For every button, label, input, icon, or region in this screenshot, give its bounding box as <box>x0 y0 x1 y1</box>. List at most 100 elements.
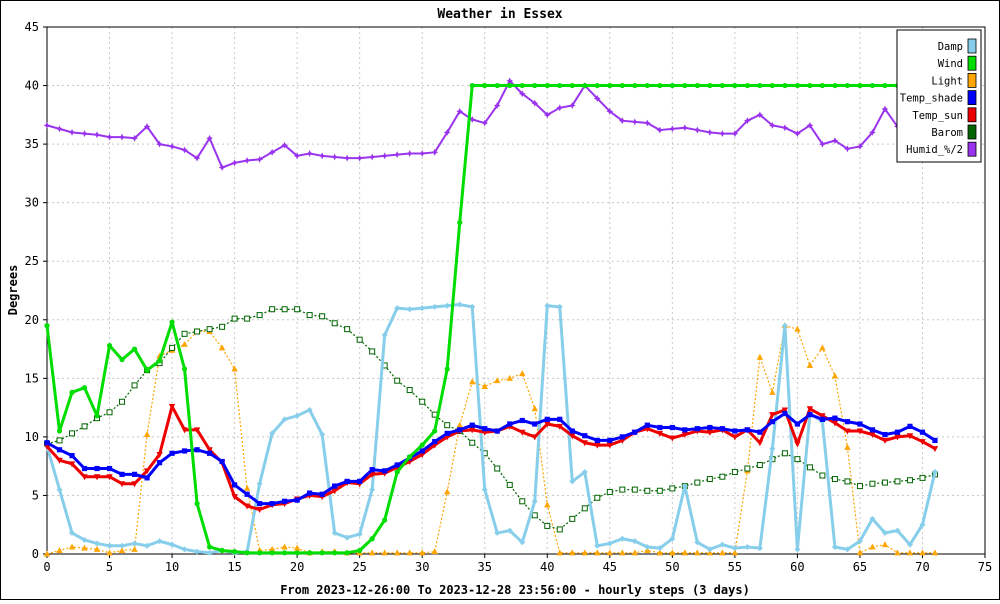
data-point-barom <box>444 422 451 429</box>
data-point-humid-2 <box>118 133 126 141</box>
data-point-light <box>81 544 88 551</box>
data-point-humid-2 <box>43 121 51 129</box>
data-point-temp-sun <box>519 429 526 436</box>
data-point-humid-2 <box>218 164 226 171</box>
data-point-humid-2 <box>518 90 526 98</box>
data-point-wind <box>444 366 450 372</box>
data-point-humid-2 <box>468 116 476 123</box>
data-point-humid-2 <box>618 117 626 125</box>
data-point-damp <box>281 416 288 423</box>
data-point-temp-shade <box>257 501 263 507</box>
data-point-humid-2 <box>606 107 614 115</box>
x-tick-label: 70 <box>915 560 929 574</box>
data-point-humid-2 <box>68 129 76 136</box>
data-point-barom <box>206 326 213 333</box>
data-point-light <box>431 548 438 555</box>
data-point-light <box>644 546 651 553</box>
data-point-temp-sun <box>781 407 789 414</box>
x-tick-label: 40 <box>540 560 554 574</box>
data-point-humid-2 <box>568 102 576 109</box>
data-point-humid-2 <box>869 129 876 136</box>
data-point-humid-2 <box>393 151 401 159</box>
data-point-humid-2 <box>643 119 651 127</box>
data-point-barom <box>394 377 401 384</box>
data-point-humid-2 <box>881 105 889 113</box>
data-point-damp <box>169 541 176 548</box>
data-point-damp <box>781 322 788 329</box>
data-point-temp-shade <box>644 422 650 428</box>
data-point-light <box>719 549 726 556</box>
data-point-light <box>619 549 626 556</box>
series-humid-2 <box>43 77 939 171</box>
data-point-temp-shade <box>332 483 338 489</box>
data-point-wind <box>519 82 525 89</box>
data-point-light <box>606 549 613 556</box>
data-point-wind <box>44 323 50 329</box>
data-point-temp-sun <box>731 434 739 441</box>
legend-box <box>896 29 982 163</box>
series-line-barom <box>46 308 936 531</box>
chart-title: Weather in Essex <box>437 7 562 22</box>
data-point-temp-shade <box>144 475 150 481</box>
data-point-barom <box>906 477 913 484</box>
data-point-barom <box>919 474 926 481</box>
legend-label-wind: Wind <box>938 58 963 70</box>
data-point-damp <box>394 305 401 312</box>
data-point-damp <box>144 542 151 549</box>
data-point-damp <box>919 521 926 528</box>
data-point-damp <box>444 302 451 309</box>
data-point-temp-sun <box>794 441 801 448</box>
data-point-barom <box>469 439 476 446</box>
data-point-temp-shade <box>394 462 400 468</box>
data-point-damp <box>681 483 688 490</box>
data-point-barom <box>856 483 863 490</box>
data-point-humid-2 <box>481 119 489 127</box>
legend-swatch-temp-sun <box>967 107 977 123</box>
x-tick-label: 10 <box>165 560 179 574</box>
data-point-wind <box>194 501 200 507</box>
data-point-damp <box>506 527 513 534</box>
data-point-temp-shade <box>344 478 350 484</box>
data-point-light <box>56 546 63 553</box>
data-point-damp <box>794 546 801 553</box>
data-point-humid-2 <box>456 107 464 115</box>
data-point-wind <box>469 82 475 89</box>
data-point-wind <box>81 385 88 391</box>
data-point-damp <box>156 538 163 545</box>
data-point-barom <box>419 398 426 405</box>
data-point-temp-shade <box>419 448 425 454</box>
data-point-temp-shade <box>532 421 538 427</box>
data-point-damp <box>544 302 551 309</box>
data-point-barom <box>331 320 338 327</box>
data-point-wind <box>482 82 488 89</box>
series-line-humid-2 <box>46 79 936 169</box>
data-point-barom <box>406 387 413 394</box>
data-point-light <box>469 378 476 385</box>
data-point-damp <box>369 486 376 493</box>
data-point-temp-shade <box>319 491 325 497</box>
data-point-humid-2 <box>381 152 389 160</box>
y-tick-label: 30 <box>25 196 39 210</box>
data-point-damp <box>619 535 626 542</box>
data-point-humid-2 <box>794 130 801 137</box>
data-point-humid-2 <box>293 152 301 160</box>
legend-swatch-humid-2 <box>967 141 977 157</box>
data-point-wind <box>644 82 650 89</box>
data-point-wind <box>206 544 213 550</box>
data-point-damp <box>419 305 426 312</box>
data-point-barom <box>181 330 188 337</box>
data-point-wind <box>457 219 463 226</box>
data-point-humid-2 <box>593 95 601 102</box>
data-point-wind <box>832 82 838 89</box>
data-point-temp-shade <box>69 453 75 459</box>
data-point-humid-2 <box>143 123 151 130</box>
data-point-temp-shade <box>757 429 763 435</box>
data-point-temp-shade <box>206 450 213 456</box>
data-point-wind <box>544 82 550 89</box>
data-point-barom <box>119 398 126 405</box>
data-point-temp-sun <box>606 442 613 449</box>
data-point-temp-shade <box>469 422 475 428</box>
data-point-barom <box>244 315 251 322</box>
data-point-wind <box>869 82 876 89</box>
